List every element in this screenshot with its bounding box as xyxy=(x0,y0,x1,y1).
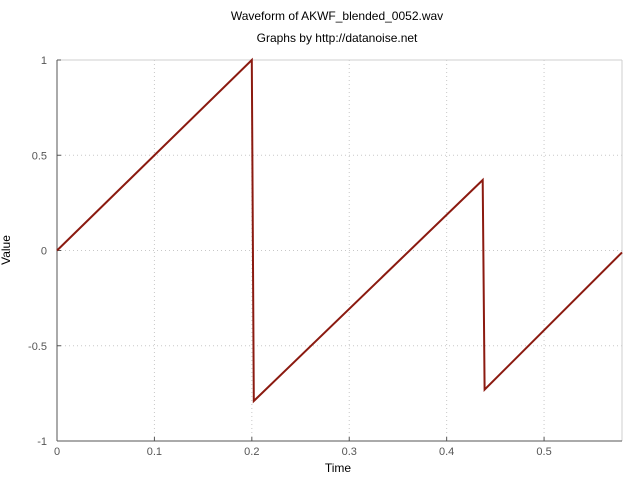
x-tick-label: 0.1 xyxy=(147,446,162,458)
tick-labels: 0 0.1 0.2 0.3 0.4 0.5 -1 -0.5 0 0.5 1 xyxy=(28,55,552,458)
waveform-series-line xyxy=(56,57,623,404)
y-axis-label: Value xyxy=(0,235,13,265)
y-tick-label: -0.5 xyxy=(28,341,47,353)
x-tick-label: 0.5 xyxy=(536,446,551,458)
chart-title: Waveform of AKWF_blended_0052.wav xyxy=(231,9,443,23)
x-tick-label: 0 xyxy=(54,446,60,458)
chart-subtitle: Graphs by http://datanoise.net xyxy=(257,31,418,45)
plot-frame xyxy=(57,59,623,441)
x-tick-label: 0.2 xyxy=(244,446,259,458)
y-tick-label: 0.5 xyxy=(32,150,47,162)
x-tick-label: 0.3 xyxy=(342,446,357,458)
y-tick-label: 0 xyxy=(41,246,47,258)
grid-lines xyxy=(57,59,622,441)
x-axis-label: Time xyxy=(325,461,352,475)
y-tick-label: -1 xyxy=(37,436,47,448)
series-layer xyxy=(56,57,623,404)
x-tick-label: 0.4 xyxy=(439,446,454,458)
y-tick-label: 1 xyxy=(41,55,47,67)
